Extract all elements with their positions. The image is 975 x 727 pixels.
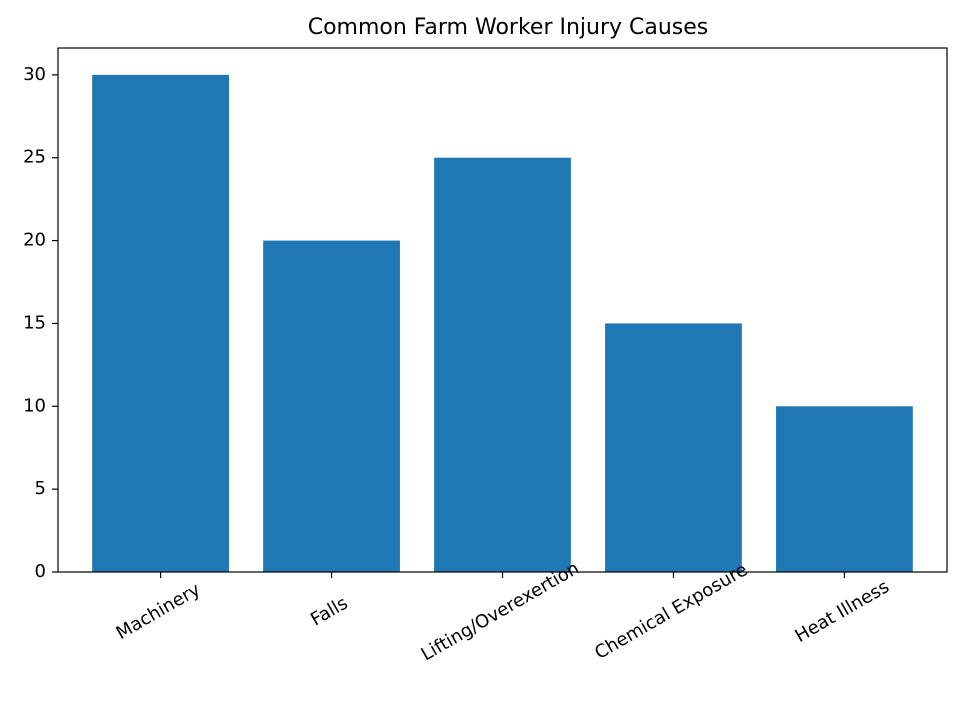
x-tick-label: Falls xyxy=(307,593,351,631)
y-tick-label: 0 xyxy=(35,561,46,582)
bar xyxy=(263,240,400,573)
y-tick-label: 5 xyxy=(35,478,46,499)
x-tick-label: Chemical Exposure xyxy=(591,559,751,663)
bar xyxy=(605,323,742,572)
y-tick-label: 20 xyxy=(23,230,46,251)
bar xyxy=(776,406,913,572)
chart-title: Common Farm Worker Injury Causes xyxy=(308,15,709,40)
x-tick-label: Lifting/Overexertion xyxy=(418,558,583,666)
x-tick-label: Heat Illness xyxy=(791,576,892,647)
y-tick-label: 10 xyxy=(23,395,46,416)
x-tick-label: Machinery xyxy=(113,579,205,644)
bar xyxy=(434,157,571,572)
bar xyxy=(92,74,229,572)
plot-frame xyxy=(57,47,948,573)
y-tick-label: 25 xyxy=(23,147,46,168)
y-tick-label: 15 xyxy=(23,312,46,333)
y-tick-label: 30 xyxy=(23,64,46,85)
